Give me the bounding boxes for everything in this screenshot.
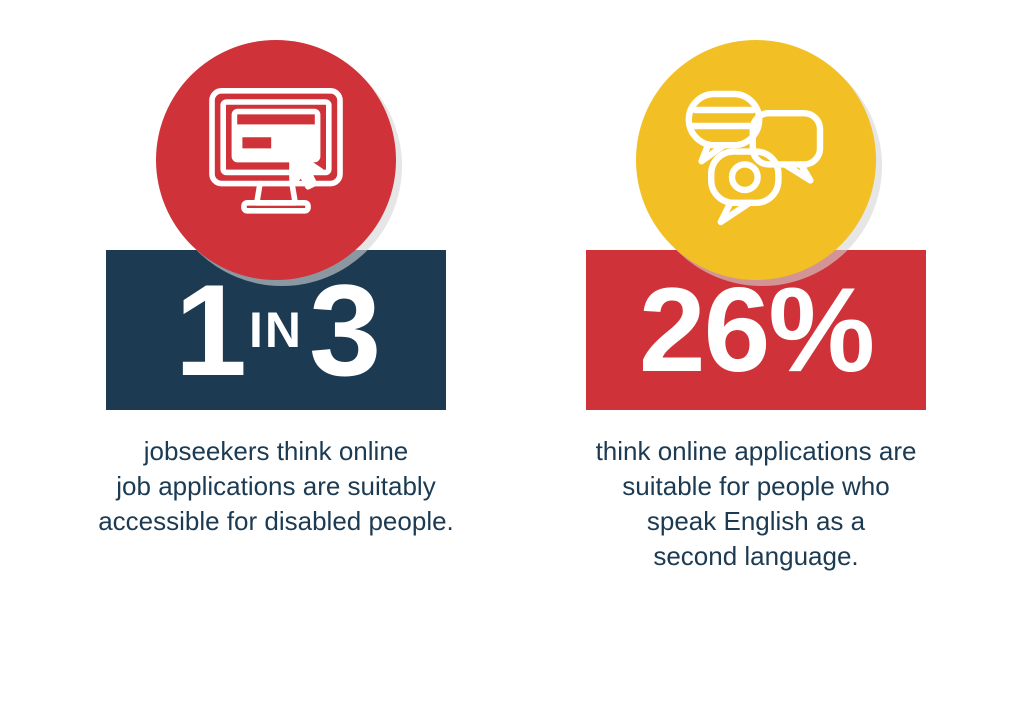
panel-accessibility: 1 IN 3 jobseekers think onlinejob applic… <box>76 40 476 574</box>
circle-holder <box>156 40 396 280</box>
stat-circle <box>156 40 396 280</box>
circle-holder <box>636 40 876 280</box>
stat-right: 3 <box>309 265 377 395</box>
infographic-wrap: 1 IN 3 jobseekers think onlinejob applic… <box>0 0 1032 574</box>
stat-description: think online applications aresuitable fo… <box>596 434 917 574</box>
stat-left: 1 <box>175 265 243 395</box>
stat-value: 26% <box>639 270 873 390</box>
stat-text: 26% <box>639 270 873 390</box>
speech-bubbles-icon <box>676 78 836 243</box>
stat-mid: IN <box>249 305 303 355</box>
stat-circle <box>636 40 876 280</box>
panel-language: 26% think online applications aresuitabl… <box>556 40 956 574</box>
stat-description: jobseekers think onlinejob applications … <box>98 434 454 539</box>
computer-cursor-icon <box>196 78 356 243</box>
